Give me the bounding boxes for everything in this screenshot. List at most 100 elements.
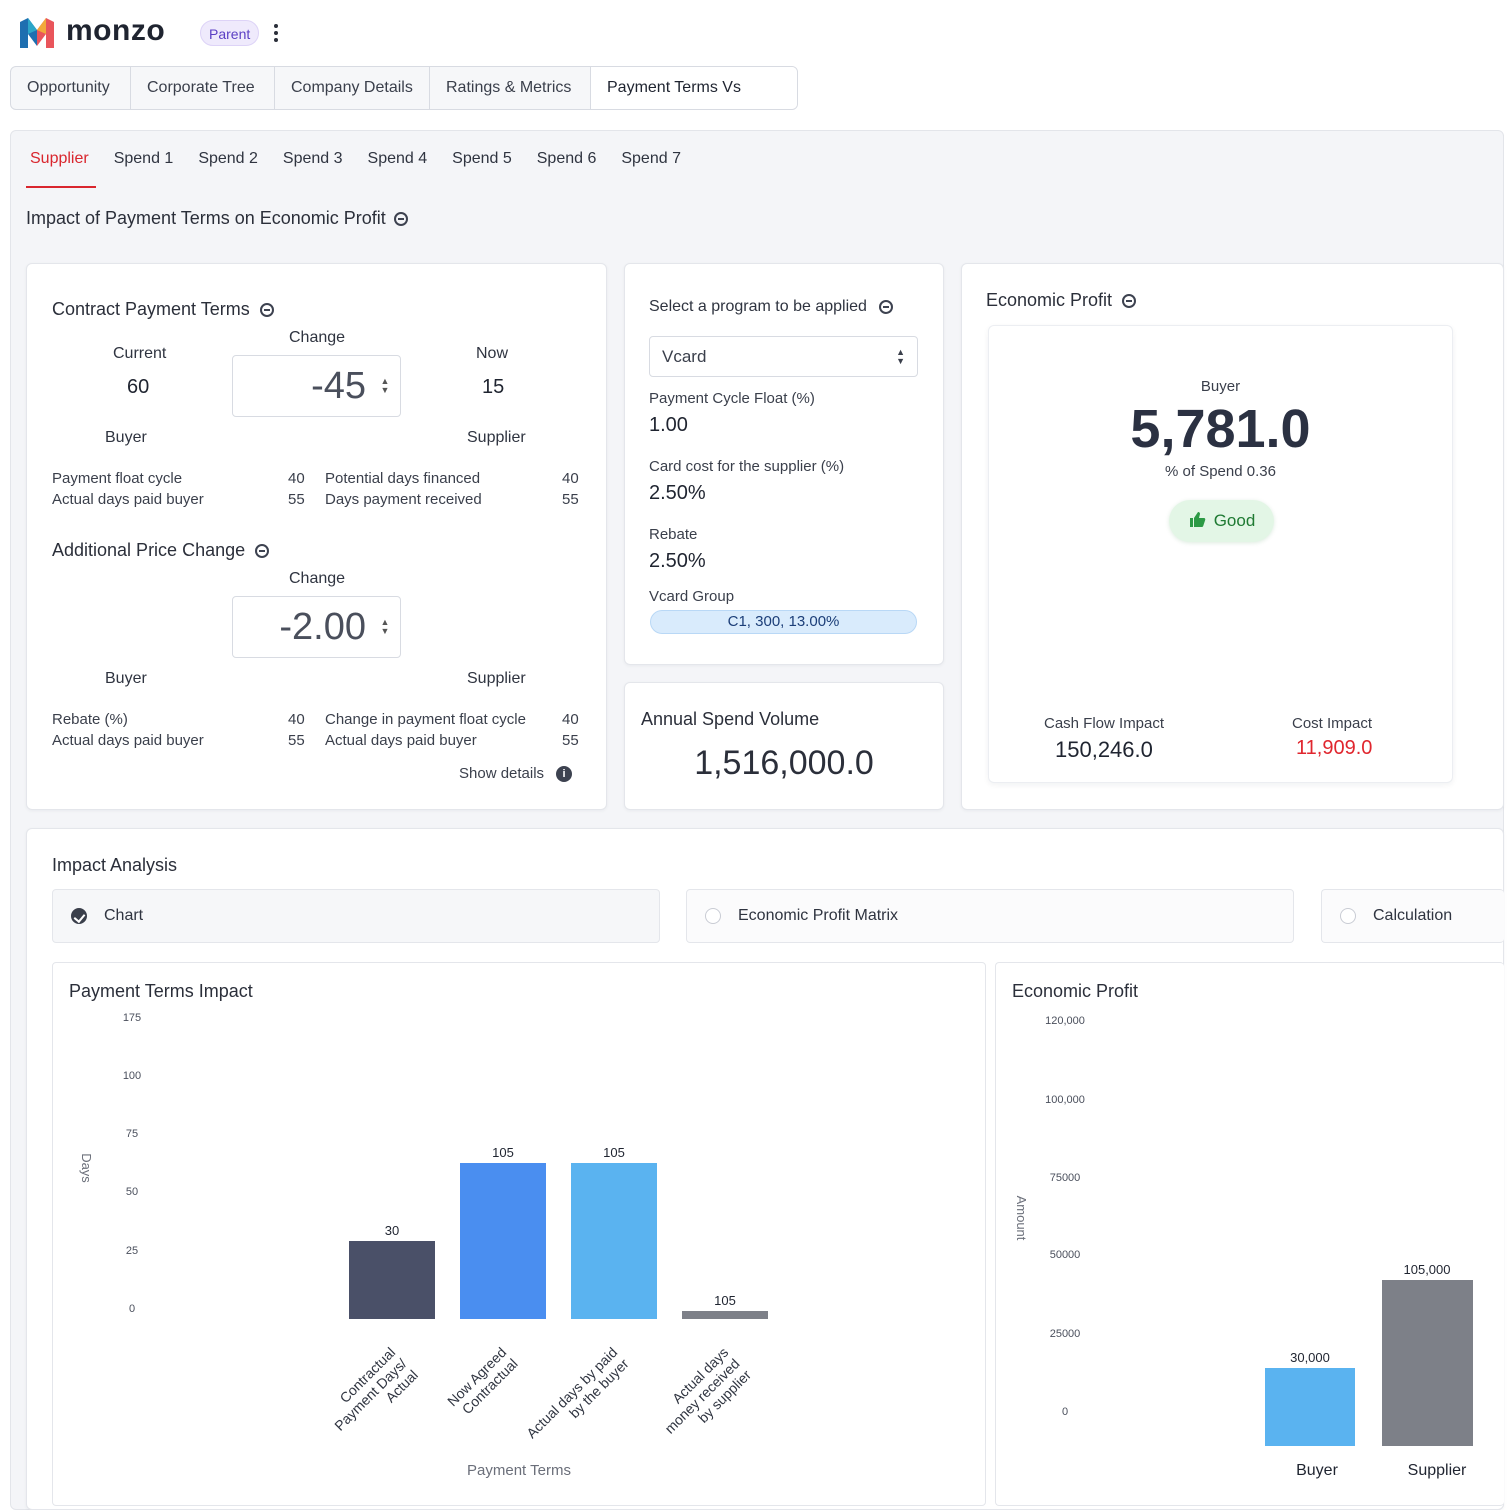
bar-data-label: 105 [492, 1145, 514, 1160]
active-tab-indicator [26, 186, 96, 188]
buyer-profit-value: 5,781.0 [1130, 399, 1311, 459]
vcard-group-pill[interactable]: C1, 300, 13.00% [650, 610, 917, 634]
option-matrix-label: Economic Profit Matrix [738, 907, 899, 924]
buyer-label: Buyer [105, 670, 147, 687]
info-icon[interactable] [878, 300, 893, 314]
y-tick-label: 25000 [1050, 1328, 1081, 1340]
days-payment-received-label: Days payment received [325, 491, 482, 508]
payment-terms-stepper[interactable]: -45 ▲ ▼ [232, 355, 401, 417]
subtab-spend-4[interactable]: Spend 4 [367, 150, 428, 167]
stepper-value: -2.00 [279, 605, 366, 648]
y-axis-label: Amount [1014, 1196, 1029, 1241]
tab-payment-terms-vs-price[interactable]: Payment Terms Vs Price [591, 67, 797, 109]
tab-opportunity[interactable]: Opportunity [11, 67, 131, 109]
option-economic-profit-matrix[interactable]: Economic Profit Matrix [686, 889, 1294, 943]
change-float-cycle-label: Change in payment float cycle [325, 711, 526, 728]
tab-ratings-metrics[interactable]: Ratings & Metrics [430, 67, 591, 109]
sub-tabs: Supplier Spend 1 Spend 2 Spend 3 Spend 4… [26, 144, 702, 188]
program-title: Select a program to be applied [649, 298, 893, 316]
good-status-badge: Good [1169, 500, 1274, 542]
tab-company-details[interactable]: Company Details [275, 67, 430, 109]
spin-arrows-icon[interactable]: ▲ ▼ [380, 617, 390, 636]
bar-data-label: 30,000 [1290, 1350, 1330, 1365]
additional-price-title-text: Additional Price Change [52, 540, 246, 560]
bar-data-label: 105 [714, 1293, 736, 1308]
bar[interactable] [682, 1311, 768, 1319]
bar[interactable] [349, 1241, 435, 1319]
now-value: 15 [482, 376, 505, 398]
option-calculation[interactable]: Calculation [1321, 889, 1504, 943]
tab-corporate-tree[interactable]: Corporate Tree [131, 67, 275, 109]
card-cost-label: Card cost for the supplier (%) [649, 458, 845, 475]
good-status-text: Good [1213, 511, 1256, 530]
cash-flow-label: Cash Flow Impact [1044, 715, 1165, 732]
main-tabs: Opportunity Corporate Tree Company Detai… [10, 66, 798, 110]
actual-days-paid-label: Actual days paid buyer [52, 491, 204, 508]
subtab-supplier[interactable]: Supplier [30, 150, 89, 167]
info-icon[interactable] [393, 211, 408, 226]
show-details-link[interactable]: Show details i [459, 765, 573, 782]
y-tick-label: 100 [123, 1070, 141, 1082]
radio-checked-icon[interactable] [71, 908, 87, 924]
price-change-stepper[interactable]: -2.00 ▲ ▼ [232, 596, 401, 658]
cash-flow-value: 150,246.0 [1055, 737, 1153, 762]
program-select-value: Vcard [662, 346, 707, 366]
program-select[interactable]: Vcard ▲ ▼ [649, 336, 918, 377]
radio-icon[interactable] [705, 908, 721, 924]
y-tick-label: 100,000 [1045, 1094, 1085, 1106]
y-tick-label: 75 [126, 1128, 138, 1140]
cost-impact-value: 11,909.0 [1296, 737, 1373, 759]
section-title-text: Impact of Payment Terms on Economic Prof… [26, 208, 386, 228]
y-tick-label: 75000 [1050, 1172, 1081, 1184]
potential-days-financed-label: Potential days financed [325, 470, 481, 487]
percent-of-spend-value: 0.36 [1246, 463, 1276, 480]
subtab-spend-6[interactable]: Spend 6 [536, 150, 597, 167]
y-tick-label: 0 [1062, 1406, 1068, 1418]
impact-analysis-title: Impact Analysis [52, 855, 178, 875]
subtab-spend-3[interactable]: Spend 3 [282, 150, 343, 167]
option-chart[interactable]: Chart [52, 889, 660, 943]
payment-float-cycle-label: Payment float cycle [52, 470, 183, 487]
program-card [624, 263, 944, 665]
rebate-label: Rebate [649, 526, 698, 543]
potential-days-financed-value: 40 [562, 470, 579, 487]
actual-days-paid-supplier-value: 55 [562, 732, 579, 749]
subtab-spend-7[interactable]: Spend 7 [621, 150, 681, 167]
parent-badge[interactable]: Parent [200, 20, 260, 46]
more-menu-icon[interactable] [268, 20, 284, 46]
details-info-icon: i [556, 765, 573, 782]
bar[interactable] [571, 1163, 657, 1319]
economic-profit-inner [988, 325, 1453, 783]
change-float-cycle-value: 40 [562, 711, 579, 728]
supplier-label: Supplier [467, 670, 526, 687]
actual-days-paid-supplier-label: Actual days paid buyer [325, 732, 477, 749]
option-chart-label: Chart [104, 907, 144, 924]
current-value: 60 [127, 376, 150, 398]
float-label: Payment Cycle Float (%) [649, 390, 815, 407]
payment-terms-chart: 175 100 75 50 25 0 30 105 105 105 ContractualPay… [79, 1012, 768, 1479]
subtab-spend-1[interactable]: Spend 1 [113, 150, 174, 167]
bar[interactable] [1265, 1368, 1355, 1446]
actual-days-paid-label: Actual days paid buyer [52, 732, 204, 749]
info-icon[interactable] [1122, 293, 1137, 308]
contract-payment-terms-card [26, 263, 607, 810]
bar[interactable] [460, 1163, 546, 1319]
info-icon[interactable] [255, 543, 270, 558]
bar-data-label: 30 [385, 1223, 399, 1238]
y-axis-label: Days [79, 1153, 94, 1183]
rebate-label: Rebate (%) [52, 711, 128, 728]
spin-arrows-icon[interactable]: ▲ ▼ [380, 376, 390, 395]
y-tick-label: 175 [123, 1012, 141, 1024]
subtab-spend-5[interactable]: Spend 5 [452, 150, 512, 167]
contract-title: Contract Payment Terms [52, 299, 274, 320]
info-icon[interactable] [259, 302, 274, 317]
card-cost-value: 2.50% [649, 482, 706, 504]
subtab-spend-2[interactable]: Spend 2 [198, 150, 258, 167]
bar[interactable] [1382, 1280, 1473, 1446]
contract-title-text: Contract Payment Terms [52, 299, 250, 319]
radio-icon[interactable] [1340, 908, 1356, 924]
now-label: Now [476, 345, 509, 362]
